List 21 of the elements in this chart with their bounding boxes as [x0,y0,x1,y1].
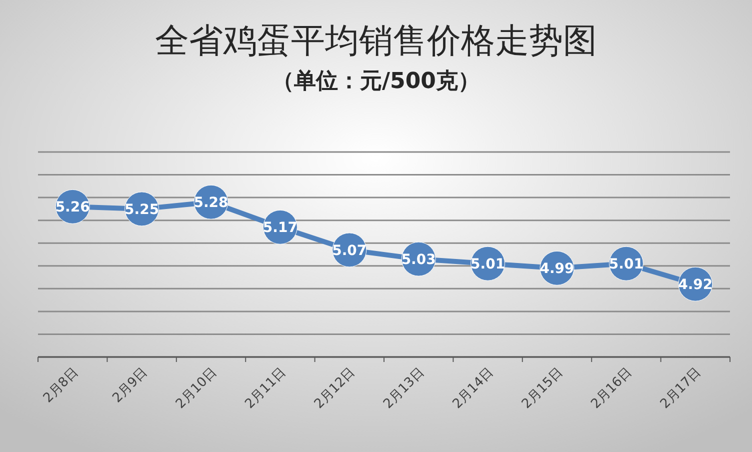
x-tick-label: 2月9日 [110,365,151,406]
x-tick-label: 2月14日 [450,365,497,412]
x-tick-label: 2月17日 [658,365,704,412]
x-tick-label: 2月12日 [312,365,358,412]
x-tick-label: 2月15日 [519,365,566,412]
x-tick-label: 2月8日 [40,365,82,406]
data-label: 5.25 [124,202,160,218]
data-label: 5.28 [194,195,228,212]
data-label: 5.17 [262,220,298,236]
chart-subtitle: （单位：元/500克） [272,69,480,94]
data-label: 5.01 [470,256,506,273]
x-tick-label: 2月13日 [380,365,428,412]
x-tick-label: 2月16日 [588,365,636,412]
data-label: 4.92 [678,277,713,294]
x-tick-label: 2月10日 [173,365,220,412]
data-label: 5.26 [55,200,90,216]
data-label: 5.01 [608,256,644,273]
data-label: 5.07 [332,242,367,259]
x-tick-label: 2月11日 [242,365,290,412]
data-label: 5.03 [401,252,436,268]
chart-title: 全省鸡蛋平均销售价格走势图 [155,21,597,61]
